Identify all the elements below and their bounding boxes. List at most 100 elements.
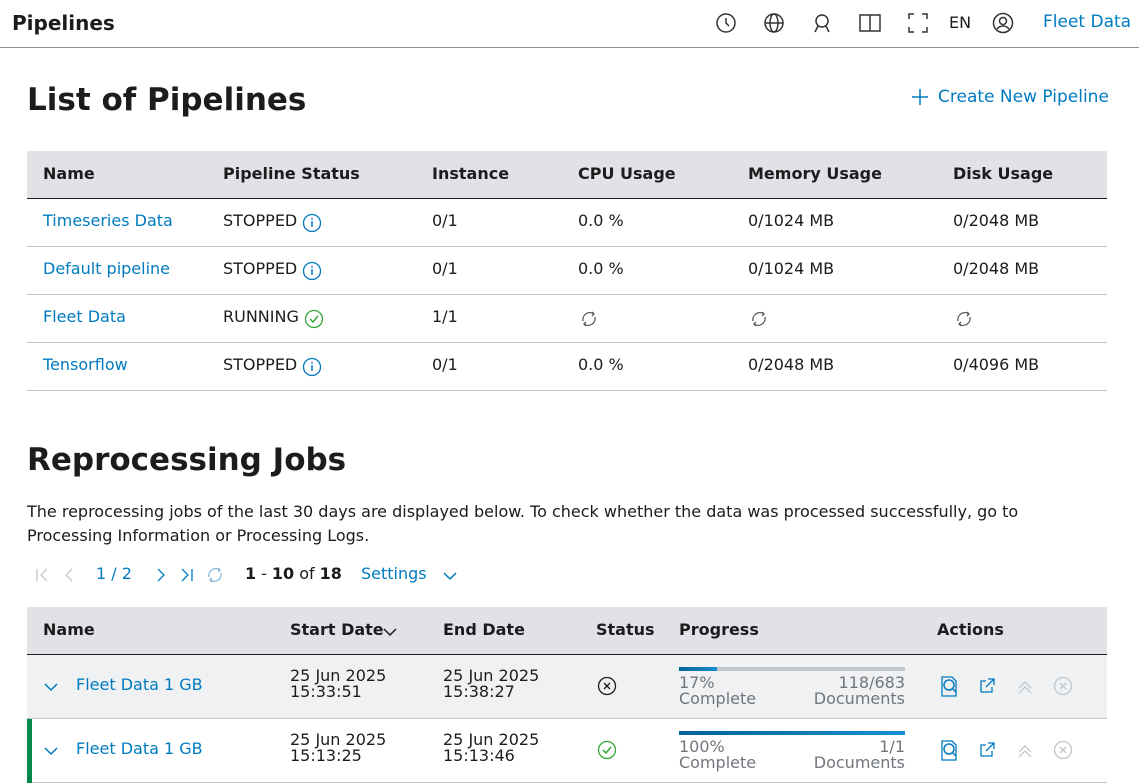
- language[interactable]: EN: [949, 13, 971, 33]
- status-icon: [302, 261, 324, 283]
- description: The reprocessing jobs of the last 30 day…: [27, 500, 1107, 548]
- open-action[interactable]: [977, 740, 999, 762]
- range-part: 10: [272, 564, 294, 584]
- user-icon[interactable]: [992, 12, 1014, 34]
- first-page: [33, 565, 55, 587]
- date: 15:13:46: [443, 748, 515, 764]
- column-header: Name: [43, 164, 95, 184]
- range-part: of: [299, 564, 314, 584]
- refresh[interactable]: [205, 565, 227, 587]
- pipeline-link[interactable]: Timeseries Data: [43, 211, 173, 231]
- section-title: Reprocessing Jobs: [27, 442, 346, 478]
- top-bar: Pipelines EN Fleet Data: [0, 0, 1139, 48]
- table-header: [27, 151, 1107, 199]
- column-header: Status: [596, 620, 655, 640]
- table-row: [27, 199, 1107, 247]
- loading-icon: [954, 309, 976, 331]
- pipeline-link[interactable]: Tensorflow: [43, 355, 128, 375]
- globe-icon[interactable]: [763, 12, 785, 34]
- date: 15:13:25: [290, 748, 362, 764]
- date: 15:38:27: [443, 684, 515, 700]
- cell: 0/1024 MB: [748, 211, 834, 231]
- cell: 0/4096 MB: [953, 355, 1039, 375]
- column-header: End Date: [443, 620, 525, 640]
- pipeline-link[interactable]: Default pipeline: [43, 259, 170, 279]
- cell: STOPPED: [223, 259, 297, 279]
- sort-icon[interactable]: [380, 621, 402, 643]
- settings-chevron[interactable]: [440, 565, 462, 587]
- progress-fill: [679, 667, 717, 671]
- job-name[interactable]: Fleet Data 1 GB: [76, 675, 203, 695]
- column-header: Progress: [679, 620, 759, 640]
- cell: 0/1024 MB: [748, 259, 834, 279]
- fullscreen-icon[interactable]: [907, 12, 929, 34]
- history-icon[interactable]: [715, 12, 737, 34]
- last-page[interactable]: [176, 565, 198, 587]
- page-indicator[interactable]: 1 / 2: [96, 564, 132, 584]
- column-header: Disk Usage: [953, 164, 1053, 184]
- loading-icon: [749, 309, 771, 331]
- app-name[interactable]: Fleet Data: [1043, 12, 1131, 32]
- create-pipeline-button[interactable]: Create New Pipeline: [938, 87, 1109, 107]
- help-icon[interactable]: [859, 12, 881, 34]
- row-indicator: [27, 719, 32, 783]
- settings[interactable]: Settings: [361, 564, 427, 584]
- view-action[interactable]: [939, 740, 961, 762]
- cell: 0/2048 MB: [953, 259, 1039, 279]
- date: 15:33:51: [290, 684, 362, 700]
- cell: STOPPED: [223, 211, 297, 231]
- pipeline-link[interactable]: Fleet Data: [43, 307, 126, 327]
- plus-icon: [912, 89, 928, 105]
- column-header: Name: [43, 620, 95, 640]
- column-header: CPU Usage: [578, 164, 676, 184]
- table-row: [27, 295, 1107, 343]
- expand-chevron[interactable]: [41, 676, 63, 698]
- cell: RUNNING: [223, 307, 299, 327]
- cell: 0.0 %: [578, 355, 624, 375]
- cell: 0/2048 MB: [748, 355, 834, 375]
- open-action[interactable]: [977, 676, 999, 698]
- page-title: Pipelines: [12, 11, 115, 35]
- progress-fill: [679, 731, 905, 735]
- status-icon: [304, 309, 326, 331]
- support-icon[interactable]: [811, 12, 833, 34]
- table-row: [27, 247, 1107, 295]
- cell: 0/1: [432, 259, 458, 279]
- column-header: Memory Usage: [748, 164, 882, 184]
- status-icon: [597, 740, 619, 762]
- status-icon: [302, 213, 324, 235]
- cancel-action: [1053, 740, 1075, 762]
- status-icon: [302, 357, 324, 379]
- loading-icon: [579, 309, 601, 331]
- column-header: Instance: [432, 164, 509, 184]
- top-action: [1015, 676, 1037, 698]
- cell: 0.0 %: [578, 259, 624, 279]
- cell: 0.0 %: [578, 211, 624, 231]
- expand-chevron[interactable]: [41, 740, 63, 762]
- range: 1-10of 18: [245, 564, 342, 584]
- cancel-action: [1053, 676, 1075, 698]
- range-part: 1: [245, 564, 256, 584]
- column-header: Pipeline Status: [223, 164, 360, 184]
- progress-complete: Complete: [679, 755, 756, 771]
- status-icon: [597, 676, 619, 698]
- progress-complete: Complete: [679, 691, 756, 707]
- cell: 0/2048 MB: [953, 211, 1039, 231]
- job-name[interactable]: Fleet Data 1 GB: [76, 739, 203, 759]
- table-row: [27, 343, 1107, 391]
- view-action[interactable]: [939, 676, 961, 698]
- next-page[interactable]: [150, 565, 172, 587]
- cell: STOPPED: [223, 355, 297, 375]
- range-part: -: [261, 564, 267, 584]
- progress-documents: Documents: [814, 755, 905, 771]
- prev-page: [60, 565, 82, 587]
- range-part: 18: [320, 564, 342, 584]
- column-header: Actions: [937, 620, 1004, 640]
- cell: 0/1: [432, 211, 458, 231]
- cell: 0/1: [432, 355, 458, 375]
- section-title: List of Pipelines: [27, 82, 306, 118]
- column-header: Start Date: [290, 620, 384, 640]
- top-action: [1015, 740, 1037, 762]
